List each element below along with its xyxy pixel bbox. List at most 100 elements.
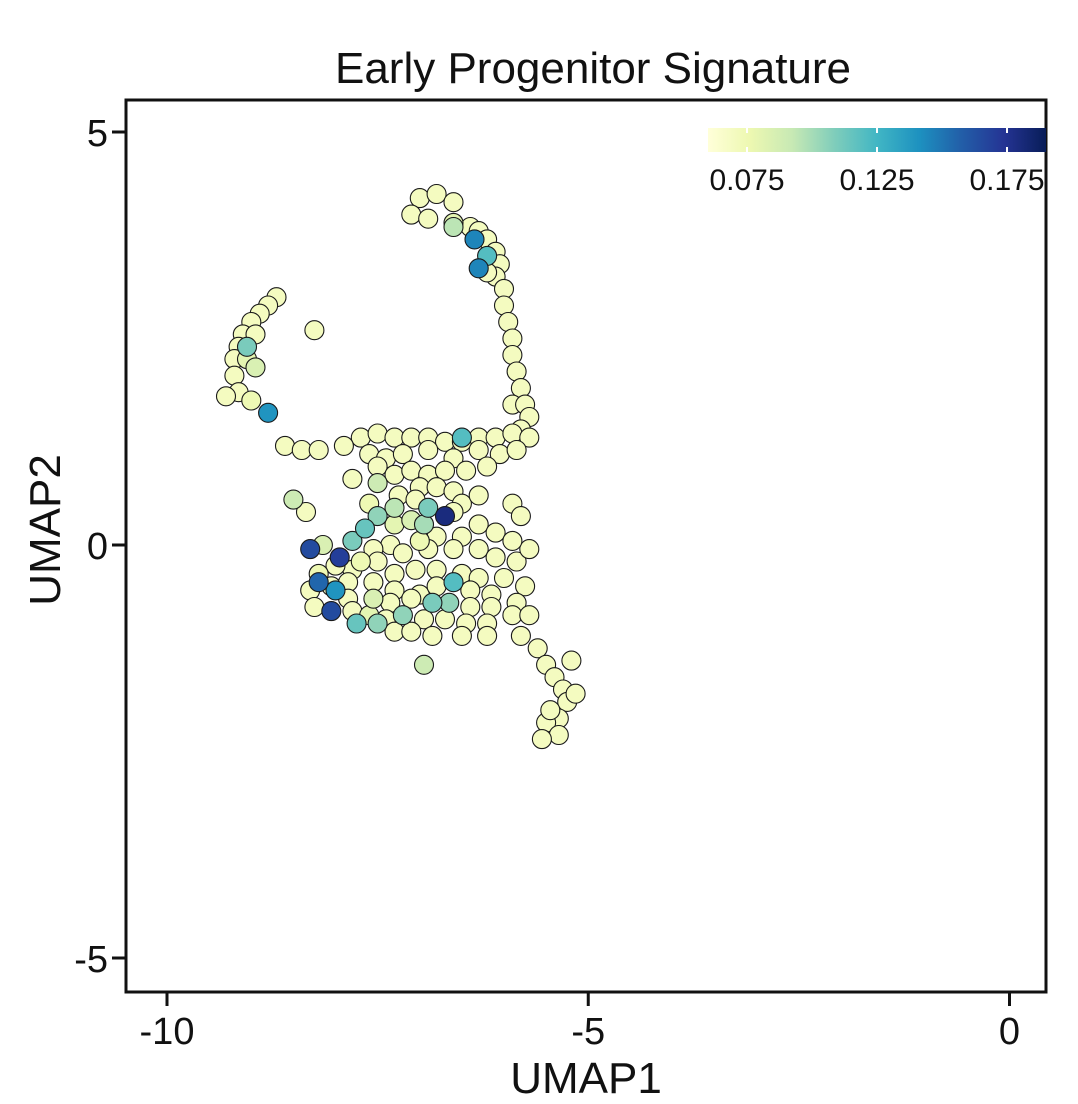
- scatter-point: [477, 625, 498, 646]
- scatter-point: [506, 361, 527, 382]
- scatter-point: [342, 468, 363, 489]
- scatter-point: [367, 551, 388, 572]
- scatter-point: [300, 539, 321, 560]
- scatter-point: [367, 473, 388, 494]
- scatter-point: [304, 596, 325, 618]
- scatter-point: [236, 336, 258, 357]
- scatter-point: [258, 402, 279, 423]
- scatter-point: [451, 625, 472, 646]
- x-tick-label: -10: [140, 1011, 195, 1053]
- scatter-point: [434, 609, 456, 630]
- scatter-point: [464, 229, 485, 250]
- scatter-point: [443, 192, 464, 213]
- scatter-point: [346, 613, 367, 634]
- scatter-point: [350, 551, 371, 572]
- scatter-point: [325, 580, 346, 601]
- scatter-point: [245, 357, 266, 378]
- scatter-point: [426, 183, 447, 205]
- scatter-point: [224, 365, 245, 386]
- scatter-point: [401, 204, 422, 225]
- scatter-point: [548, 724, 569, 746]
- scatter-point: [295, 501, 317, 523]
- scatter-point: [561, 650, 582, 671]
- scatter-point: [413, 654, 435, 675]
- scatter-point: [493, 567, 515, 589]
- scatter-point: [493, 295, 515, 316]
- scatter-point: [527, 638, 548, 659]
- scatter-point: [477, 456, 498, 477]
- scatter-point: [565, 683, 586, 704]
- y-axis: -5 0 5: [74, 113, 126, 981]
- scatter-point: [502, 344, 523, 366]
- scatter-point: [540, 700, 561, 721]
- scatter-point: [468, 485, 489, 506]
- scatter-point: [468, 514, 489, 535]
- scatter-point: [384, 464, 405, 485]
- colorbar-tick-label: 0.075: [709, 164, 784, 197]
- colorbar-ticks: 0.075 0.125 0.175: [709, 128, 1045, 197]
- scatter-point: [422, 592, 443, 613]
- scatter-point: [241, 390, 262, 411]
- scatter-point: [519, 427, 540, 448]
- x-axis-title: UMAP1: [510, 1054, 662, 1103]
- scatter-point: [363, 588, 384, 609]
- scatter-point: [519, 605, 540, 626]
- scatter-point: [291, 439, 312, 461]
- scatter-point: [413, 609, 435, 630]
- scatter-point: [367, 506, 388, 527]
- scatter-point: [434, 506, 456, 527]
- colorbar-legend: 0.075 0.125 0.175: [708, 128, 1046, 197]
- scatter-point: [308, 439, 329, 461]
- scatter-point: [354, 518, 376, 539]
- scatter-point: [481, 596, 502, 618]
- scatter-point: [392, 605, 413, 626]
- y-tick-label: 5: [87, 113, 108, 155]
- scatter-point: [283, 489, 304, 510]
- scatter-point: [468, 439, 489, 461]
- scatter-point: [502, 530, 523, 551]
- y-tick-label: -5: [74, 939, 108, 981]
- scatter-point: [510, 625, 531, 646]
- y-axis-title: UMAP2: [21, 454, 70, 606]
- scatter-point: [515, 576, 536, 597]
- scatter-point: [498, 311, 519, 333]
- scatter-point: [405, 559, 426, 580]
- scatter-point: [413, 514, 435, 535]
- scatter-point: [333, 435, 354, 456]
- scatter-point: [443, 216, 464, 238]
- scatter-point: [443, 539, 464, 560]
- scatter-point: [439, 592, 460, 613]
- scatter-point: [392, 444, 413, 465]
- scatter-point: [321, 601, 342, 622]
- scatter-point: [468, 258, 489, 279]
- scatter-point: [531, 729, 552, 750]
- scatter-point: [456, 460, 477, 481]
- scatter-point: [426, 477, 447, 498]
- scatter-point: [392, 543, 413, 564]
- scatter-point: [519, 539, 540, 560]
- scatter-point: [426, 576, 447, 597]
- scatter-point: [451, 427, 472, 448]
- scatter-point: [384, 497, 405, 518]
- scatter-point: [418, 208, 439, 229]
- scatter-point: [422, 625, 443, 646]
- colorbar-tick-label: 0.175: [969, 164, 1044, 197]
- scatter-point: [468, 539, 489, 560]
- colorbar-tick-label: 0.125: [839, 164, 914, 197]
- scatter-point: [367, 423, 388, 444]
- scatter-point: [329, 547, 350, 568]
- plot-frame: [124, 98, 1048, 994]
- scatter-point: [401, 588, 422, 609]
- scatter-point: [502, 423, 523, 444]
- scatter-point: [401, 621, 422, 642]
- x-tick-label: 0: [999, 1011, 1020, 1053]
- scatter-point: [506, 551, 527, 572]
- scatter-point: [485, 547, 506, 568]
- scatter-point: [485, 427, 506, 448]
- scatter-point: [506, 439, 527, 461]
- x-tick-label: -5: [571, 1011, 605, 1053]
- scatter-point: [443, 572, 464, 593]
- scatter-point: [510, 506, 531, 527]
- scatter-point: [502, 605, 523, 626]
